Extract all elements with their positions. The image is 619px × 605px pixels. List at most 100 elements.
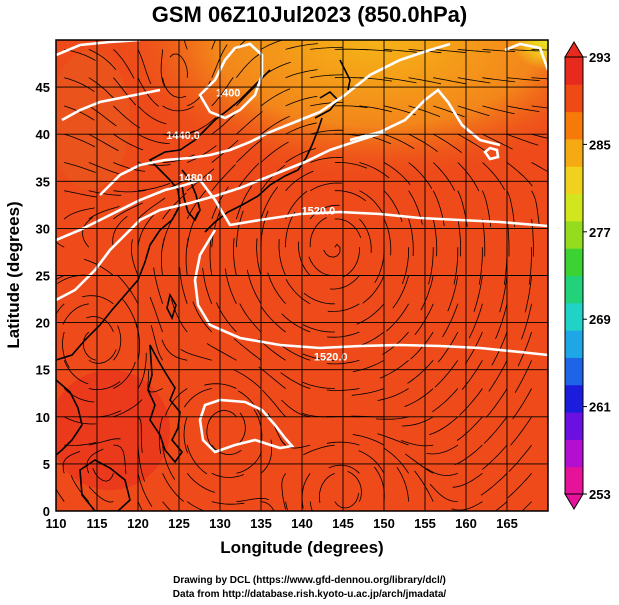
x-tick-label: 135 [250, 516, 272, 531]
colorbar-tick-label: 285 [589, 137, 611, 152]
streamline [236, 52, 262, 78]
colorbar-segment [565, 439, 583, 468]
streamline [352, 434, 385, 446]
streamline [280, 438, 311, 449]
colorbar-tick-label: 261 [589, 400, 611, 415]
streamline [64, 190, 97, 198]
streamline [507, 473, 532, 499]
streamline [392, 275, 409, 309]
coastlines [56, 59, 351, 511]
colorbar-segment [565, 412, 583, 440]
contour-small-loop [483, 146, 500, 161]
colorbar-segment [565, 466, 583, 495]
y-tick-label: 5 [43, 457, 50, 472]
streamline [88, 438, 121, 446]
streamline [379, 359, 409, 379]
colorbar-segment [565, 357, 583, 386]
colorbar-segment [565, 302, 583, 331]
streamline [165, 388, 188, 416]
streamline [310, 156, 343, 163]
contour-north-ridge [349, 88, 501, 147]
streamline [478, 247, 483, 285]
contour-1520-north [56, 178, 548, 242]
streamline [510, 416, 532, 446]
streamline [383, 49, 417, 53]
streamline [232, 368, 262, 389]
streamline [310, 102, 343, 107]
streamline [521, 501, 532, 511]
colorbar-tick-label: 277 [589, 225, 611, 240]
streamline [88, 105, 117, 127]
streamline [56, 488, 65, 502]
streamline [433, 49, 466, 53]
streamline [160, 49, 165, 87]
colorbar-segment [565, 193, 583, 222]
contour-label: 1520.0 [314, 351, 348, 363]
streamline [454, 444, 483, 466]
chart-title: GSM 06Z10Jul2023 (850.0hPa) [151, 2, 468, 27]
colorbar-segment [565, 166, 583, 195]
streamline [433, 105, 465, 118]
streamline [88, 349, 117, 364]
streamline [233, 238, 237, 276]
streamline [236, 81, 262, 107]
field-cool-patch [56, 50, 130, 190]
streamline [451, 501, 483, 511]
streamline [63, 207, 95, 220]
streamline [113, 190, 147, 193]
streamline [113, 77, 137, 106]
contour-nw2 [61, 88, 161, 122]
streamline [211, 472, 244, 478]
streamline [506, 105, 540, 112]
streamline [153, 267, 163, 304]
streamline [209, 238, 213, 276]
contour-label: 1480.0 [179, 172, 213, 184]
streamline [328, 464, 360, 474]
streamline [303, 292, 335, 305]
streamline [334, 218, 362, 238]
streamline [431, 388, 459, 413]
streamline [64, 162, 96, 173]
x-axis-label: Longitude (degrees) [220, 538, 383, 557]
streamline [351, 388, 385, 396]
streamline [86, 448, 104, 474]
streamline [456, 416, 483, 441]
streamline [433, 133, 462, 154]
streamline [482, 133, 513, 150]
streamline [506, 49, 540, 52]
contour-1480 [56, 130, 386, 302]
streamline [375, 416, 409, 420]
streamline [137, 352, 147, 389]
streamline [88, 190, 122, 196]
streamline [452, 472, 483, 488]
x-tick-label: 120 [127, 516, 149, 531]
streamline [206, 343, 237, 361]
streamline [480, 473, 508, 496]
streamline [334, 105, 368, 109]
streamline [260, 40, 285, 50]
coast-philippines [147, 344, 184, 464]
streamline [426, 468, 458, 476]
streamline [260, 88, 291, 107]
streamline [56, 219, 65, 248]
streamline [278, 239, 286, 276]
x-tick-label: 155 [414, 516, 436, 531]
streamline [309, 217, 327, 248]
x-tick-label: 130 [209, 516, 231, 531]
streamline [359, 105, 392, 113]
streamline [383, 77, 417, 84]
streamline [161, 339, 188, 361]
streamline [204, 383, 237, 389]
streamline [137, 182, 171, 192]
streamline [260, 501, 275, 511]
streamline [531, 77, 548, 80]
streamline [162, 105, 195, 112]
credit-drawing: Drawing by DCL (https://www.gfd-dennou.o… [173, 575, 446, 586]
contour-1440 [99, 42, 451, 196]
streamline [88, 77, 116, 101]
colorbar-segment [565, 220, 583, 249]
streamline [506, 77, 540, 81]
streamline [347, 471, 362, 502]
streamline [258, 366, 286, 389]
streamline [261, 306, 286, 333]
